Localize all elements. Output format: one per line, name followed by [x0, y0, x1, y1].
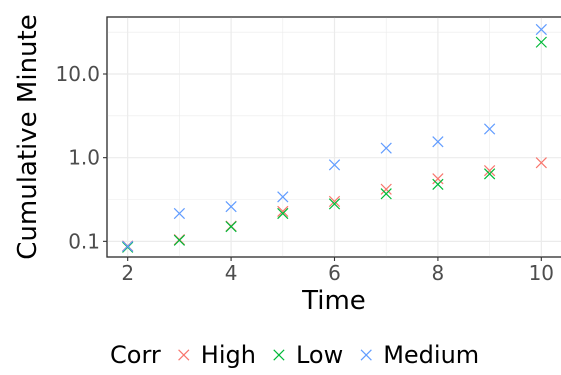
x-axis-ticks: 2 4 6 8 10: [121, 257, 554, 285]
legend-key-medium: [360, 349, 372, 361]
point-high: [380, 183, 392, 195]
point-low: [277, 207, 289, 220]
y-axis-ticks: 0.1 1.0 10.0: [55, 62, 107, 253]
point-high: [483, 165, 496, 177]
point-medium: [535, 23, 547, 36]
point-high: [328, 195, 341, 208]
x-tick-label: 10: [529, 261, 554, 285]
legend: Corr High Low Medium: [110, 341, 479, 369]
grid-major-y: [107, 73, 561, 242]
grid-minor-x: [179, 17, 490, 257]
point-low: [225, 220, 237, 233]
data-points: [122, 23, 547, 253]
legend-label-low: Low: [296, 341, 343, 369]
point-medium: [225, 200, 237, 213]
x-tick-label: 2: [121, 261, 134, 285]
y-tick-label: 1.0: [68, 146, 100, 170]
point-medium: [380, 142, 392, 154]
point-low: [535, 36, 547, 48]
point-medium: [277, 191, 289, 203]
legend-title: Corr: [110, 341, 161, 369]
point-medium: [483, 123, 496, 135]
y-axis-title: Cumulative Minute: [13, 14, 43, 259]
point-medium: [173, 207, 186, 220]
legend-key-low: [273, 349, 285, 361]
point-medium: [432, 136, 444, 148]
point-low: [173, 234, 186, 246]
point-high: [535, 157, 547, 169]
grid-major-x: [127, 17, 542, 257]
point-medium: [328, 159, 341, 171]
x-tick-label: 6: [328, 261, 341, 285]
point-low: [380, 188, 392, 200]
point-low: [483, 168, 496, 180]
x-axis-title: Time: [301, 286, 366, 316]
point-high: [432, 173, 444, 185]
y-tick-label: 10.0: [55, 62, 100, 86]
point-low: [432, 178, 444, 190]
x-tick-label: 8: [432, 261, 445, 285]
legend-label-medium: Medium: [383, 341, 479, 369]
legend-key-high: [178, 349, 190, 361]
point-low: [328, 198, 341, 210]
x-tick-label: 4: [225, 261, 238, 285]
point-medium: [122, 240, 134, 253]
point-high: [277, 205, 289, 218]
legend-label-high: High: [201, 341, 256, 369]
y-tick-label: 0.1: [68, 229, 100, 253]
